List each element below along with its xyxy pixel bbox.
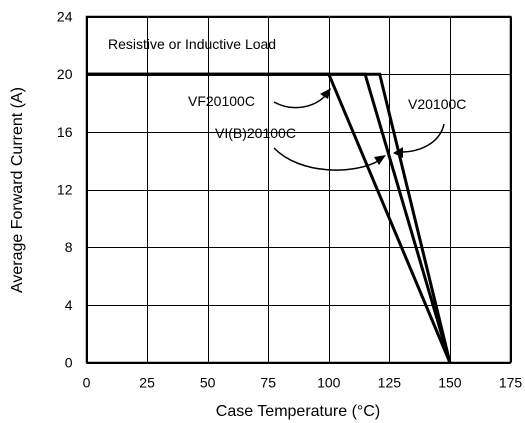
y-tick-labels: 0 4 8 12 16 20 24 bbox=[57, 9, 73, 371]
arrowhead-v20100c bbox=[393, 147, 403, 158]
y-axis-title: Average Forward Current (A) bbox=[9, 87, 26, 293]
series-lines bbox=[86, 72, 452, 364]
series-label-vf20100c-group: VF20100C bbox=[188, 88, 331, 109]
x-tick-label: 50 bbox=[200, 375, 216, 391]
x-tick-label: 100 bbox=[317, 375, 341, 391]
load-note: Resistive or Inductive Load bbox=[108, 36, 276, 52]
series-label-vib20100c: VI(B)20100C bbox=[215, 125, 296, 141]
grid bbox=[86, 16, 512, 364]
pointer-vib20100c bbox=[273, 147, 381, 171]
x-axis-title: Case Temperature (°C) bbox=[216, 403, 380, 420]
pointer-vf20100c bbox=[273, 94, 327, 109]
x-tick-label: 175 bbox=[499, 375, 523, 391]
series-label-v20100c: V20100C bbox=[408, 96, 466, 112]
y-tick-label: 12 bbox=[57, 182, 73, 198]
x-tick-label: 150 bbox=[438, 375, 462, 391]
series-line-v20100c bbox=[86, 72, 452, 363]
x-tick-label: 125 bbox=[378, 375, 402, 391]
series-label-vib20100c-group: VI(B)20100C bbox=[215, 125, 386, 171]
x-tick-label: 25 bbox=[139, 375, 155, 391]
x-tick-label: 75 bbox=[260, 375, 276, 391]
series-label-vf20100c: VF20100C bbox=[188, 93, 255, 109]
y-tick-label: 20 bbox=[57, 66, 73, 82]
y-tick-label: 24 bbox=[57, 9, 73, 25]
y-tick-label: 0 bbox=[65, 355, 73, 371]
pointer-v20100c bbox=[400, 123, 445, 153]
x-tick-labels: 0 25 50 75 100 125 150 175 bbox=[83, 375, 523, 391]
arrowhead-vib20100c bbox=[374, 155, 386, 165]
y-tick-label: 4 bbox=[65, 297, 73, 313]
x-tick-label: 0 bbox=[83, 375, 91, 391]
plot-frame bbox=[85, 15, 512, 364]
arrowhead-vf20100c bbox=[320, 88, 331, 99]
y-tick-label: 16 bbox=[57, 124, 73, 140]
series-label-v20100c-group: V20100C bbox=[393, 96, 466, 158]
y-tick-label: 8 bbox=[65, 239, 73, 255]
